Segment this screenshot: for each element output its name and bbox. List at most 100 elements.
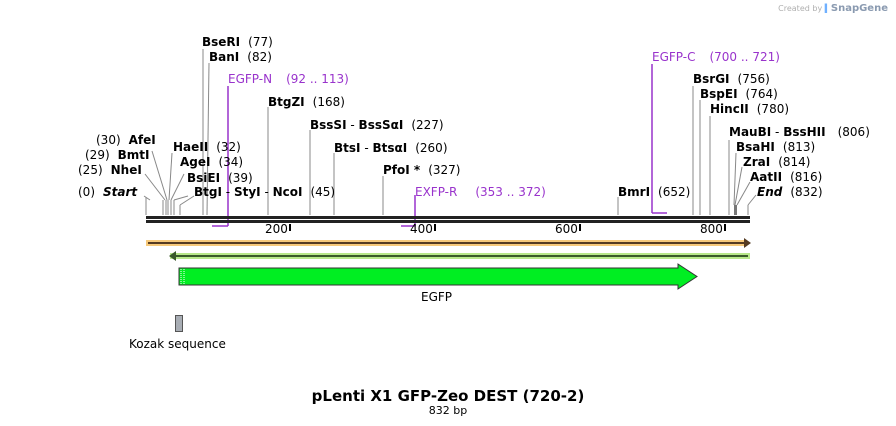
site-pos: (813) [782,140,816,154]
site-pos: (32) [216,140,241,154]
ruler-tick-600: 600 [555,222,578,236]
site-bmri[interactable]: BmrI (652) [618,185,690,199]
site-bsiei[interactable]: BsiEI (39) [187,171,253,185]
primer-exfp-r[interactable]: EXFP-R (353 .. 372) [415,185,546,199]
site-separator: - [264,185,269,199]
site-name: BmrI [618,185,651,199]
egfp-feature-arrow [178,263,698,290]
site-bsahi[interactable]: BsaHI (813) [736,140,815,154]
site-name: BsrGI [693,72,730,86]
site-pos: (0) [78,185,95,199]
feature-label-kozak[interactable]: Kozak sequence [129,337,226,351]
ruler-tick-200: 200 [265,222,288,236]
site-pos: (77) [248,35,273,49]
site-name: End [757,185,783,199]
primer-range: (92 .. 113) [286,72,349,86]
site-pos: (652) [658,185,691,199]
site-pos: (227) [411,118,444,132]
site-name: BsiEI [187,171,221,185]
primer-name: EXFP-R [415,185,458,199]
site-agei[interactable]: AgeI (34) [180,155,243,169]
site-start[interactable]: (0) Start [78,185,137,199]
site-btsi[interactable]: BtsI - BtsαI (260) [334,141,448,155]
map-length: 832 bp [428,404,468,417]
ruler-tick-400: 400 [410,222,433,236]
site-name: HaeII [173,140,209,154]
credit-brand: SnapGene [830,3,888,14]
site-pos: (29) [85,148,110,162]
site-pos: (816) [790,170,823,184]
site-end[interactable]: End (832) [757,185,823,199]
site-pos: (327) [428,163,461,177]
site-bsrgi[interactable]: BsrGI (756) [693,72,770,86]
site-zrai[interactable]: ZraI (814) [743,155,810,169]
site-name: NheI [110,163,142,177]
site-name-3: NcoI [272,185,303,199]
site-separator: - [225,185,231,199]
site-pos: (780) [756,102,790,116]
site-pos: (30) [96,133,121,147]
site-bspei[interactable]: BspEI (764) [700,87,778,101]
site-name: BtsI [334,141,361,155]
site-name: ZraI [743,155,771,169]
site-pos: (260) [415,141,448,155]
site-bmti[interactable]: (29) BmtI [85,148,150,162]
snapgene-logo-icon: ▍ [824,4,831,13]
site-name: BseRI [202,35,241,49]
site-name: BsaHI [736,140,775,154]
primer-egfp-c[interactable]: EGFP-C (700 .. 721) [652,50,780,64]
site-pos: (168) [312,95,345,109]
site-afei[interactable]: (30) AfeI [96,133,156,147]
primer-name: EGFP-N [228,72,273,86]
site-name: AfeI [128,133,156,147]
primer-name: EGFP-C [652,50,696,64]
site-name-2: StyI [233,185,261,199]
site-pos: (764) [745,87,778,101]
primer-egfp-n[interactable]: EGFP-N (92 .. 113) [228,72,349,86]
site-pos: (832) [790,185,823,199]
site-separator: - [350,118,355,132]
site-bseri[interactable]: BseRI (77) [202,35,273,49]
site-name: Start [103,185,138,199]
site-separator: - [364,141,369,155]
site-pos: (25) [78,163,103,177]
site-btgzi[interactable]: BtgZI (168) [268,95,345,109]
site-pos: (814) [778,155,811,169]
feature-label-egfp[interactable]: EGFP [421,290,453,304]
site-name: MauBI [729,125,772,139]
site-pos: (806) [837,125,870,139]
site-name: BmtI [117,148,150,162]
site-name-2: BssHII [783,125,826,139]
site-haeii[interactable]: HaeII (32) [173,140,241,154]
site-name: BanI [209,50,240,64]
site-name: BspEI [700,87,738,101]
site-name-2: BtsαI [372,141,408,155]
map-title: pLenti X1 GFP-Zeo DEST (720-2) [311,387,585,405]
site-name: BssSI [310,118,347,132]
primer-range: (353 .. 372) [475,185,546,199]
site-btgi[interactable]: BtgI - StyI - NcoI (45) [194,185,335,199]
site-pos: (82) [247,50,272,64]
site-pfoi[interactable]: PfoI * (327) [383,163,460,177]
ruler-tick-800: 800 [700,222,723,236]
site-name: PfoI * [383,163,421,177]
site-name: AatII [750,170,783,184]
site-hincii[interactable]: HincII (780) [710,102,789,116]
snapgene-credit: Created by ▍SnapGene [778,3,888,14]
site-name-2: BssSαI [358,118,404,132]
site-name: BtgI [194,185,222,199]
site-maubi[interactable]: MauBI - BssHII (806) [729,125,870,139]
site-name: AgeI [180,155,211,169]
site-bani[interactable]: BanI (82) [209,50,272,64]
site-name: HincII [710,102,749,116]
site-bsssi[interactable]: BssSI - BssSαI (227) [310,118,444,132]
primer-range: (700 .. 721) [709,50,780,64]
site-separator: - [775,125,780,139]
site-nhei[interactable]: (25) NheI [78,163,142,177]
site-aatii[interactable]: AatII (816) [750,170,822,184]
credit-prefix: Created by [778,4,823,13]
site-name: BtgZI [268,95,305,109]
site-pos: (39) [228,171,253,185]
site-pos: (45) [310,185,336,199]
